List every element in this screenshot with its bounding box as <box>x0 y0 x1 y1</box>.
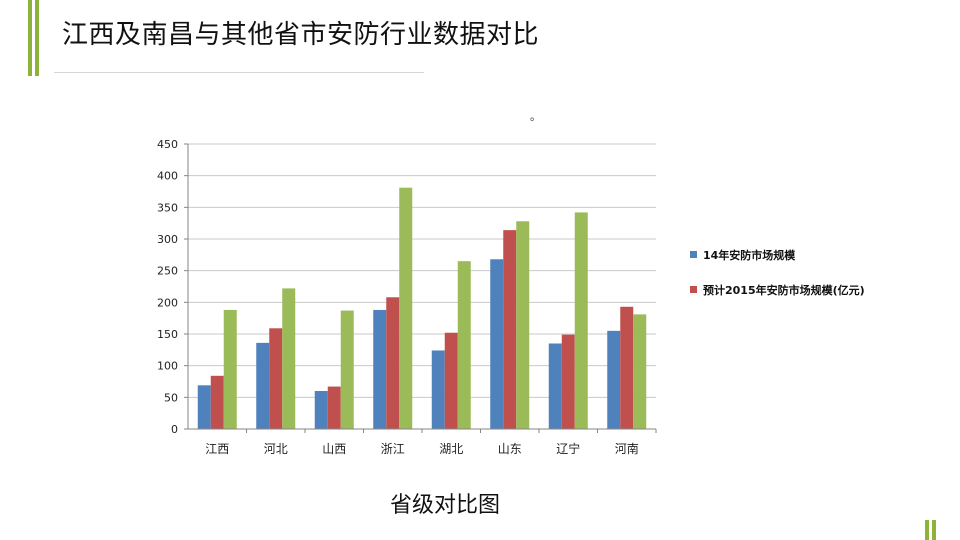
bar-湖北-series-1 <box>431 350 445 429</box>
y-tick-label: 50 <box>164 391 178 404</box>
bar-山西-series-1 <box>314 391 328 429</box>
x-tick-label-江西: 江西 <box>205 442 229 456</box>
chart-legend: 14年安防市场规模 预计2015年安防市场规模(亿元) <box>690 248 880 298</box>
bar-湖北-series-3 <box>457 261 471 429</box>
bar-河南-series-3 <box>633 314 647 429</box>
x-tick-label-辽宁: 辽宁 <box>556 441 580 456</box>
bar-河南-series-1 <box>607 330 621 429</box>
y-tick-label: 350 <box>157 201 178 214</box>
bar-山西-series-3 <box>340 310 354 429</box>
bar-江西-series-3 <box>223 309 237 429</box>
accent-bar-corner-right <box>932 520 936 540</box>
x-tick-label-山西: 山西 <box>322 442 346 456</box>
chart-caption: 省级对比图 <box>390 493 501 518</box>
legend-swatch-series-2 <box>690 286 697 293</box>
bar-河北-series-2 <box>269 328 283 429</box>
slide-title: 江西及南昌与其他省市安防行业数据对比 <box>62 20 540 50</box>
bar-江西-series-1 <box>197 385 211 429</box>
bar-辽宁-series-3 <box>574 212 588 429</box>
bar-浙江-series-3 <box>399 187 413 429</box>
legend-swatch-series-1 <box>690 251 697 258</box>
bar-山东-series-1 <box>490 259 504 429</box>
x-tick-label-河南: 河南 <box>615 441 639 456</box>
x-tick-label-山东: 山东 <box>498 442 522 456</box>
bar-浙江-series-2 <box>386 297 400 429</box>
bar-山东-series-2 <box>503 230 517 429</box>
bar-山东-series-3 <box>516 221 530 429</box>
bar-辽宁-series-1 <box>548 343 562 429</box>
y-tick-label: 150 <box>157 328 178 341</box>
legend-item-series-2: 预计2015年安防市场规模(亿元) <box>690 283 880 298</box>
bar-河北-series-1 <box>256 342 270 429</box>
y-tick-label: 300 <box>157 233 178 246</box>
y-tick-label: 100 <box>157 360 178 373</box>
tick-labels: 0 50 100 150 200 250 300 350 400 450 江西 河北 山西 浙江 湖北 山东 辽… <box>157 138 639 456</box>
title-divider <box>54 72 424 73</box>
y-tick-label: 200 <box>157 296 178 309</box>
bar-山西-series-2 <box>327 386 341 429</box>
stray-mark: 。 <box>530 110 541 123</box>
x-tick-label-河北: 河北 <box>264 442 288 456</box>
y-tick-label: 250 <box>157 265 178 278</box>
y-tick-label: 0 <box>171 423 178 436</box>
bar-湖北-series-2 <box>444 332 458 429</box>
bars <box>197 187 647 429</box>
bar-浙江-series-1 <box>373 309 387 429</box>
accent-bar-corner-left <box>925 520 929 540</box>
legend-label-series-1: 14年安防市场规模 <box>703 249 796 262</box>
accent-bar-left <box>28 0 32 76</box>
y-tick-label: 450 <box>157 138 178 151</box>
accent-bar-left-inner <box>35 0 39 76</box>
legend-item-series-1: 14年安防市场规模 <box>690 248 880 263</box>
y-tick-label: 400 <box>157 170 178 183</box>
x-tick-label-湖北: 湖北 <box>439 441 463 456</box>
bar-河南-series-2 <box>620 306 634 429</box>
x-tick-label-浙江: 浙江 <box>381 442 405 456</box>
bar-辽宁-series-2 <box>561 334 575 429</box>
bar-江西-series-2 <box>210 375 224 429</box>
legend-label-series-2: 预计2015年安防市场规模(亿元) <box>703 284 865 297</box>
axes <box>184 143 657 433</box>
bar-河北-series-3 <box>282 288 296 429</box>
